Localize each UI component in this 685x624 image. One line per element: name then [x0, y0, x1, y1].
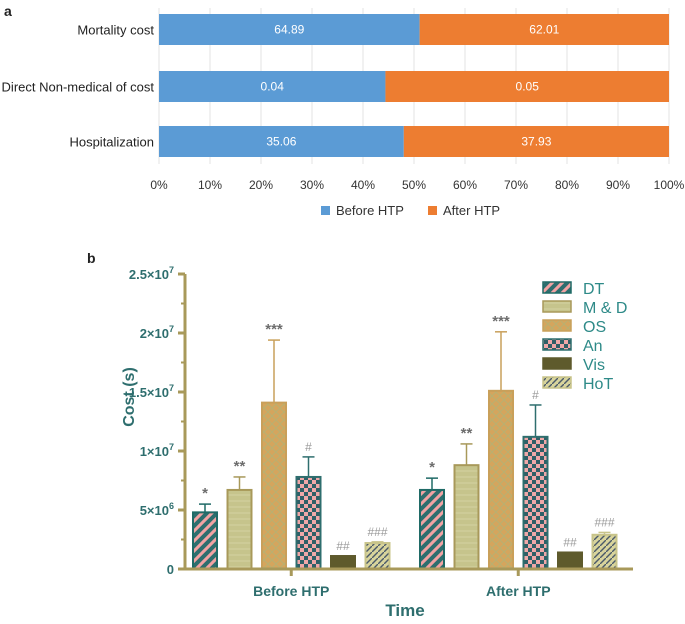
significance-mark: ***: [265, 321, 283, 338]
legend-swatch-before: [321, 206, 330, 215]
data-label-after-htp: 62.01: [529, 23, 559, 37]
category-label: Direct Non-medical of cost: [2, 80, 155, 95]
y-tick-label: 2.5×107: [129, 265, 174, 282]
legend-label: An: [583, 338, 603, 355]
panel-b: b ******######******###### Before HTP Aft…: [87, 250, 633, 620]
y-tick-label: 5×106: [140, 501, 174, 518]
x-tick-label: 70%: [504, 178, 528, 192]
legend-label: M & D: [583, 300, 627, 317]
panel-b-legend: DT M & D OS An Vis HoT: [542, 281, 627, 393]
significance-mark: *: [429, 459, 435, 476]
bar-dt: [192, 511, 218, 570]
x-axis-title: Time: [385, 601, 424, 620]
bar-an: [295, 475, 322, 570]
significance-mark: ##: [336, 539, 350, 553]
significance-mark: #: [532, 388, 539, 402]
panel-b-label: b: [87, 250, 96, 266]
panel-a: a 64.89 62.01 0.04 0.05 35.06 37.93 Mortality…: [2, 3, 685, 218]
data-label-after-htp: 37.93: [521, 135, 551, 149]
y-axis-title: Cost (s): [121, 367, 138, 427]
legend-swatch-vis: [542, 357, 572, 370]
x-category-label: Before HTP: [253, 583, 329, 599]
panel-b-axes: Before HTP After HTP 0 5×106 1×107 1.5×107 2×1…: [129, 265, 633, 599]
significance-mark: **: [461, 425, 473, 442]
x-category-label: After HTP: [486, 583, 551, 599]
bar-vis: [557, 551, 583, 570]
x-tick-label: 60%: [453, 178, 477, 192]
x-tick-label: 90%: [606, 178, 630, 192]
data-label-before-htp: 35.06: [266, 135, 296, 149]
bar-hot: [591, 533, 618, 571]
significance-mark: ###: [594, 515, 614, 529]
bar-m-d: [226, 488, 253, 570]
x-tick-label: 30%: [300, 178, 324, 192]
bar-before-htp: [159, 126, 404, 157]
bar-os: [488, 389, 514, 570]
panel-b-bars: ******######******######: [192, 313, 618, 571]
significance-mark: ##: [563, 535, 577, 549]
bar-after-htp: [403, 126, 669, 157]
bar-hot: [364, 542, 391, 570]
significance-mark: **: [234, 458, 246, 475]
significance-mark: ***: [492, 313, 510, 330]
panel-a-legend: Before HTP After HTP: [321, 203, 500, 218]
category-label: Mortality cost: [77, 23, 154, 38]
legend-swatch-m-d: [542, 300, 572, 313]
legend-swatch-os: [542, 319, 572, 332]
data-label-after-htp: 0.05: [516, 80, 540, 94]
bar-dt: [419, 488, 445, 570]
significance-mark: #: [305, 440, 312, 454]
legend-swatch-hot: [542, 376, 572, 389]
y-tick-label: 0: [167, 562, 174, 577]
significance-mark: ###: [367, 525, 387, 539]
y-tick-label: 1.5×107: [129, 383, 174, 400]
panel-a-category-labels: Mortality cost Direct Non-medical of cost…: [2, 23, 155, 150]
legend-label: Vis: [583, 357, 605, 374]
bar-an: [522, 435, 549, 570]
legend-label-before: Before HTP: [336, 203, 404, 218]
legend-swatch-an: [542, 338, 572, 351]
x-tick-label: 20%: [249, 178, 273, 192]
category-label: Hospitalization: [69, 135, 154, 150]
panel-a-label: a: [4, 3, 12, 19]
panel-a-bars: 64.89 62.01 0.04 0.05 35.06 37.93: [159, 14, 669, 157]
x-tick-label: 40%: [351, 178, 375, 192]
bar-before-htp: [159, 14, 420, 45]
bar-before-htp: [159, 71, 386, 102]
significance-mark: *: [202, 485, 208, 502]
x-tick-label: 80%: [555, 178, 579, 192]
legend-label: OS: [583, 319, 606, 336]
legend-swatch-after: [428, 206, 437, 215]
legend-label-after: After HTP: [443, 203, 500, 218]
panel-a-x-ticks: 0% 10% 20% 30% 40% 50% 60% 70% 80% 90% 100%: [150, 178, 684, 192]
data-label-before-htp: 64.89: [274, 23, 304, 37]
data-label-before-htp: 0.04: [261, 80, 285, 94]
bar-after-htp: [419, 14, 669, 45]
y-tick-label: 2×107: [140, 324, 174, 341]
x-tick-label: 10%: [198, 178, 222, 192]
legend-swatch-dt: [542, 281, 572, 294]
y-tick-label: 1×107: [140, 442, 174, 459]
bar-vis: [330, 555, 356, 571]
x-tick-label: 50%: [402, 178, 426, 192]
x-tick-label: 100%: [654, 178, 685, 192]
bar-after-htp: [385, 71, 669, 102]
legend-label: HoT: [583, 376, 613, 393]
legend-label: DT: [583, 281, 605, 298]
bar-os: [261, 401, 287, 570]
bar-m-d: [453, 464, 480, 570]
x-tick-label: 0%: [150, 178, 168, 192]
